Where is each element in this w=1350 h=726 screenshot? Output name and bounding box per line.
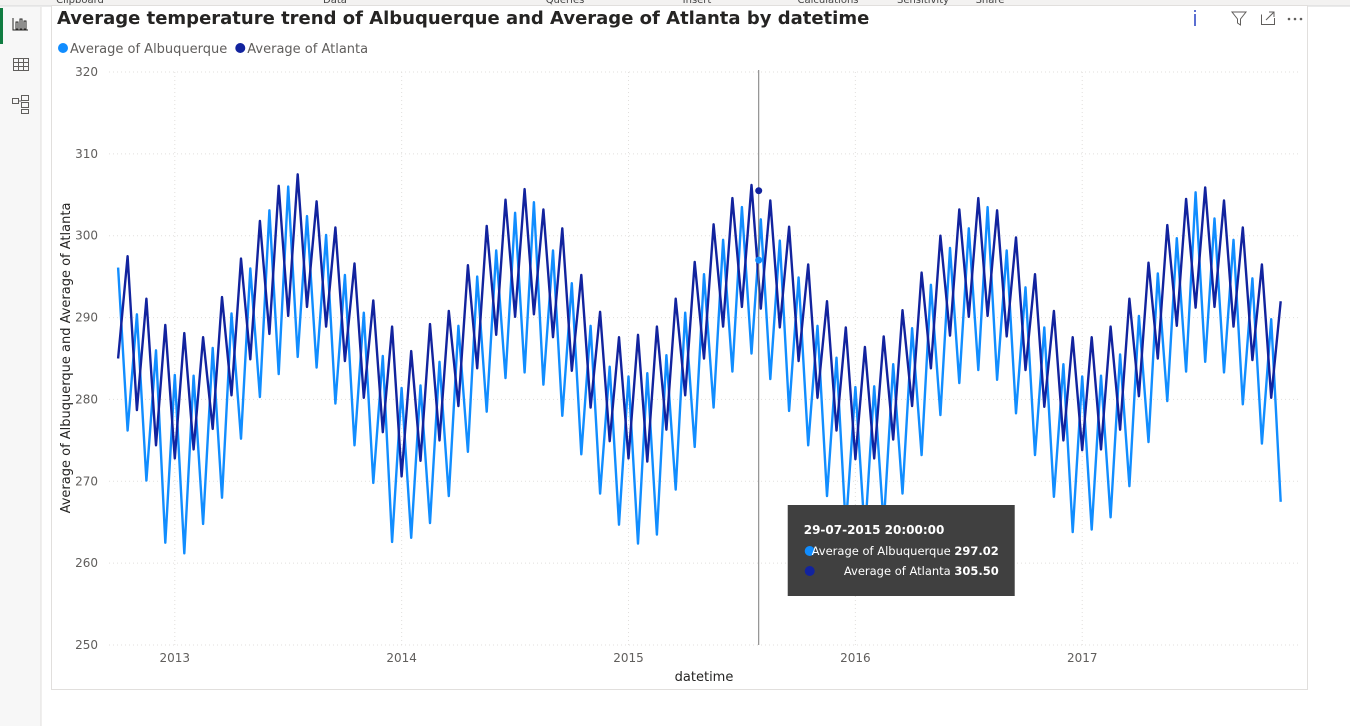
- y-tick-label: 250: [75, 638, 98, 652]
- model-view-icon[interactable]: [12, 95, 29, 114]
- tooltip-swatch: [804, 566, 815, 576]
- tooltip-swatch: [804, 546, 815, 556]
- ribbon-group-label: Data: [323, 0, 347, 6]
- legend-marker: [235, 43, 246, 53]
- ribbon-group-label: Clipboard: [56, 0, 104, 6]
- legend-label[interactable]: Average of Atlanta: [247, 42, 368, 57]
- ribbon-groups: Clipboard Data Queries Insert Calculations Se…: [56, 0, 1004, 6]
- y-tick-label: 290: [75, 311, 98, 325]
- y-tick-label: 320: [75, 65, 98, 79]
- x-tick-label: 2014: [386, 651, 417, 665]
- ribbon-group-label: Sensitivity: [897, 0, 949, 6]
- series-line: [116, 173, 1282, 478]
- hover-point: [755, 256, 763, 264]
- tooltip-title: 29-07-2015 20:00:00: [804, 523, 945, 537]
- legend: Average of Albuquerque Average of Atlanta: [58, 42, 368, 57]
- focus-mode-icon[interactable]: [1261, 11, 1275, 25]
- chart-title: Average temperature trend of Albuquerque…: [57, 8, 869, 29]
- active-indicator: [0, 8, 3, 44]
- x-tick-label: 2015: [613, 651, 644, 665]
- x-tick-label: 2017: [1067, 651, 1098, 665]
- tooltip-series-name: Average of Albuquerque: [812, 544, 951, 558]
- y-tick-label: 270: [75, 474, 98, 488]
- ribbon-group-label: Queries: [546, 0, 585, 6]
- y-tick-label: 280: [75, 392, 98, 406]
- y-tick-label: 310: [75, 147, 98, 161]
- series-line: [116, 185, 1282, 555]
- tooltip-value: 305.50: [954, 564, 998, 578]
- filter-icon[interactable]: [1230, 11, 1248, 26]
- tooltip-series-name: Average of Atlanta: [844, 564, 951, 578]
- report-view-icon[interactable]: [12, 18, 28, 31]
- ribbon-group-label: Calculations: [798, 0, 859, 6]
- ribbon: [0, 0, 1350, 6]
- y-tick-label: 300: [75, 229, 98, 243]
- hover: 29-07-2015 20:00:00 Average of Albuquerqu…: [755, 70, 1015, 645]
- legend-label[interactable]: Average of Albuquerque: [70, 42, 227, 57]
- tooltip-value: 297.02: [954, 544, 998, 558]
- hover-point: [755, 187, 763, 195]
- x-tick-label: 2013: [160, 651, 191, 665]
- plot: [116, 173, 1282, 555]
- legend-marker: [58, 43, 68, 53]
- more-options-icon[interactable]: [1287, 17, 1303, 21]
- x-axis-title: datetime: [675, 670, 734, 685]
- y-tick-label: 260: [75, 556, 98, 570]
- ribbon-group-label: Share: [976, 0, 1005, 6]
- x-tick-label: 2016: [840, 651, 871, 665]
- info-icon[interactable]: [1194, 10, 1196, 26]
- tooltip: [787, 505, 1015, 596]
- sidebar: [0, 7, 41, 726]
- table-view-icon[interactable]: [13, 58, 29, 71]
- ribbon-group-label: Insert: [683, 0, 712, 6]
- y-axis-title: Average of Albuquerque and Average of At…: [59, 203, 74, 514]
